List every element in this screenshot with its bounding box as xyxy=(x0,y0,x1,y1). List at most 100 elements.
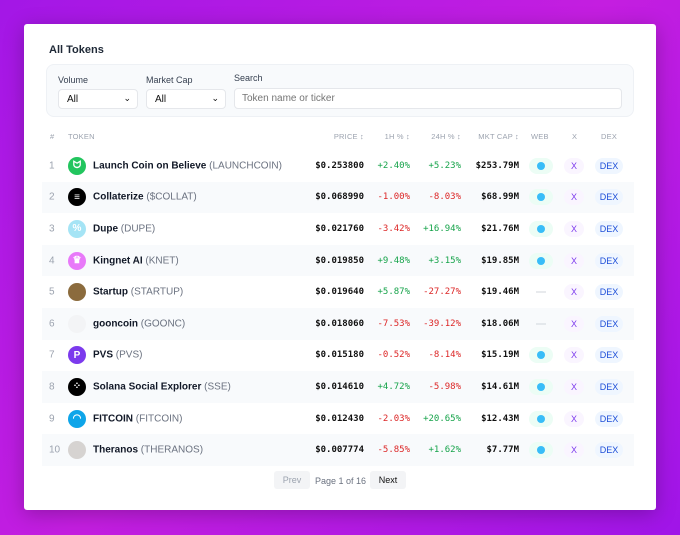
prev-button[interactable]: Prev xyxy=(274,471,310,489)
token-name[interactable]: Collaterize ($COLLAT) xyxy=(93,192,197,203)
change-24h: +5.23% xyxy=(428,160,461,171)
token-name-text: gooncoin xyxy=(93,318,138,330)
globe-icon xyxy=(537,193,545,202)
next-button[interactable]: Next xyxy=(370,471,406,489)
x-link[interactable]: X xyxy=(564,315,584,332)
table-row[interactable]: 6 gooncoin (GOONC) $0.018060 -7.53% -39.… xyxy=(42,307,634,340)
dex-link[interactable]: DEX xyxy=(595,189,623,206)
market-cap: $253.79M xyxy=(475,160,519,171)
token-name[interactable]: Launch Coin on Believe (LAUNCHCOIN) xyxy=(93,160,282,171)
token-name-text: Startup xyxy=(93,286,128,298)
volume-label: Volume xyxy=(58,75,89,85)
x-link[interactable]: X xyxy=(564,220,584,237)
web-link[interactable] xyxy=(529,410,553,427)
token-logo-icon: ◠ xyxy=(68,409,86,428)
dex-link[interactable]: DEX xyxy=(595,378,623,395)
change-1h: +2.40% xyxy=(377,160,410,171)
table-row[interactable]: 7 P PVS (PVS) $0.015180 -0.52% -8.14% $1… xyxy=(42,340,634,372)
row-number: 2 xyxy=(49,191,55,203)
token-logo-icon xyxy=(68,314,86,333)
col-24h[interactable]: 24H % ↕ xyxy=(431,132,461,141)
col-x: X xyxy=(572,132,578,141)
col-mcap[interactable]: MKT CAP ↕ xyxy=(478,132,519,141)
dex-link[interactable]: DEX xyxy=(595,284,623,301)
token-name[interactable]: Solana Social Explorer (SSE) xyxy=(93,381,231,392)
dex-link[interactable]: DEX xyxy=(595,347,623,364)
search-input[interactable] xyxy=(234,88,622,109)
globe-icon xyxy=(537,414,545,423)
token-ticker: (KNET) xyxy=(145,255,179,267)
col-token: TOKEN xyxy=(68,132,95,141)
token-ticker: (STARTUP) xyxy=(130,286,184,298)
globe-icon xyxy=(537,256,545,265)
web-link[interactable] xyxy=(529,378,553,395)
table-row[interactable]: 9 ◠ FITCOIN (FITCOIN) $0.012430 -2.03% +… xyxy=(42,403,634,435)
volume-select[interactable]: All ⌄ xyxy=(58,89,138,109)
price: $0.014610 xyxy=(315,381,364,392)
col-price[interactable]: PRICE ↕ xyxy=(333,132,364,141)
mcap-select[interactable]: All ⌄ xyxy=(146,89,226,109)
token-name[interactable]: gooncoin (GOONC) xyxy=(93,318,185,329)
dex-link[interactable]: DEX xyxy=(595,220,623,237)
dex-link[interactable]: DEX xyxy=(595,410,623,427)
market-cap: $18.06M xyxy=(481,318,519,329)
market-cap: $68.99M xyxy=(481,192,519,203)
x-link[interactable]: X xyxy=(564,347,584,364)
web-link[interactable] xyxy=(529,252,553,269)
row-number: 10 xyxy=(49,444,61,456)
token-name-text: Solana Social Explorer xyxy=(93,381,202,393)
volume-value: All xyxy=(67,94,79,105)
token-name[interactable]: Kingnet AI (KNET) xyxy=(93,255,179,266)
web-link[interactable] xyxy=(529,189,553,206)
table-row[interactable]: 10 Theranos (THERANOS) $0.007774 -5.85% … xyxy=(42,434,634,466)
market-cap: $12.43M xyxy=(481,413,519,424)
token-name[interactable]: Theranos (THERANOS) xyxy=(93,445,203,456)
token-ticker: (LAUNCHCOIN) xyxy=(209,160,282,172)
token-name-text: Collaterize xyxy=(93,191,144,203)
x-link[interactable]: X xyxy=(564,410,584,427)
table-row[interactable]: 5 Startup (STARTUP) $0.019640 +5.87% -27… xyxy=(42,276,634,308)
no-web-dash xyxy=(536,323,546,325)
token-ticker: (THERANOS) xyxy=(140,444,204,456)
change-1h: -0.52% xyxy=(377,350,410,361)
x-link[interactable]: X xyxy=(564,252,584,269)
x-link[interactable]: X xyxy=(564,284,584,301)
price: $0.068990 xyxy=(315,192,364,203)
table-row[interactable]: 1 ᗢ Launch Coin on Believe (LAUNCHCOIN) … xyxy=(42,150,634,182)
web-link[interactable] xyxy=(529,220,553,237)
row-number: 5 xyxy=(49,286,55,298)
change-24h: -27.27% xyxy=(423,287,461,298)
price: $0.012430 xyxy=(315,413,364,424)
table-row[interactable]: 2 ≡ Collaterize ($COLLAT) $0.068990 -1.0… xyxy=(42,181,634,214)
chevron-down-icon: ⌄ xyxy=(211,93,219,103)
dex-link[interactable]: DEX xyxy=(595,442,623,459)
col-1h[interactable]: 1H % ↕ xyxy=(384,132,410,141)
token-logo-icon xyxy=(68,283,86,302)
web-link[interactable] xyxy=(529,157,553,174)
token-name-text: Dupe xyxy=(93,223,118,235)
market-cap: $19.85M xyxy=(481,255,519,266)
dex-link[interactable]: DEX xyxy=(595,315,623,332)
market-cap: $14.61M xyxy=(481,381,519,392)
x-link[interactable]: X xyxy=(564,378,584,395)
page-title: All Tokens xyxy=(49,44,104,56)
web-link[interactable] xyxy=(529,347,553,364)
token-name[interactable]: Dupe (DUPE) xyxy=(93,223,155,234)
x-link[interactable]: X xyxy=(564,157,584,174)
change-1h: -3.42% xyxy=(377,223,410,234)
token-name[interactable]: FITCOIN (FITCOIN) xyxy=(93,413,182,424)
x-link[interactable]: X xyxy=(564,442,584,459)
table-row[interactable]: 3 % Dupe (DUPE) $0.021760 -3.42% +16.94%… xyxy=(42,213,634,245)
token-logo-icon: ♛ xyxy=(68,251,86,270)
globe-icon xyxy=(537,351,545,360)
change-24h: -39.12% xyxy=(423,318,461,329)
table-row[interactable]: 8 ⁘ Solana Social Explorer (SSE) $0.0146… xyxy=(42,371,634,403)
x-link[interactable]: X xyxy=(564,189,584,206)
mcap-value: All xyxy=(155,94,167,105)
web-link[interactable] xyxy=(529,442,553,459)
dex-link[interactable]: DEX xyxy=(595,252,623,269)
dex-link[interactable]: DEX xyxy=(595,157,623,174)
table-row[interactable]: 4 ♛ Kingnet AI (KNET) $0.019850 +9.48% +… xyxy=(42,244,634,277)
token-name[interactable]: Startup (STARTUP) xyxy=(93,287,183,298)
token-name[interactable]: PVS (PVS) xyxy=(93,350,142,361)
